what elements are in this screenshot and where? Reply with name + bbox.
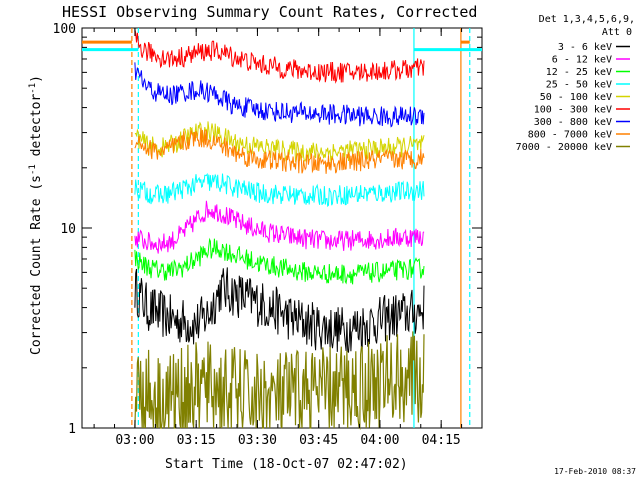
x-tick-label-1: 03:15 bbox=[177, 433, 216, 448]
y-tick-label-2: 100 bbox=[53, 22, 76, 37]
y-axis-label-sup1: -1 bbox=[28, 164, 38, 175]
footer-timestamp: 17-Feb-2010 08:37 bbox=[554, 467, 636, 476]
x-tick-label-4: 04:00 bbox=[360, 433, 399, 448]
y-tick-label-1: 10 bbox=[60, 222, 76, 237]
series-line-6 bbox=[134, 62, 425, 128]
series-line-0 bbox=[134, 267, 425, 353]
legend-header-1: Det 1,3,4,5,6,9, bbox=[539, 14, 635, 25]
series-line-5 bbox=[134, 29, 425, 84]
time-markers bbox=[131, 28, 471, 428]
legend-label-4: 50 - 100 keV bbox=[540, 92, 612, 103]
y-tick-label-0: 1 bbox=[68, 422, 76, 437]
legend-label-6: 300 - 800 keV bbox=[534, 117, 612, 128]
y-axis-label-mid: detector bbox=[29, 94, 44, 165]
legend: Det 1,3,4,5,6,9, Att 0 3 - 6 keV 6 - 12 k… bbox=[516, 14, 635, 153]
legend-label-8: 7000 - 20000 keV bbox=[516, 142, 612, 153]
x-tick-label-3: 03:45 bbox=[299, 433, 338, 448]
attenuator-segments bbox=[82, 40, 482, 52]
y-axis-label: Corrected Count Rate (s-1 detector-1) bbox=[28, 75, 44, 355]
y-axis-label-end: ) bbox=[29, 75, 44, 83]
x-tick-label-2: 03:30 bbox=[238, 433, 277, 448]
x-axis-label: Start Time (18-Oct-07 02:47:02) bbox=[165, 457, 408, 472]
chart-title: HESSI Observing Summary Count Rates, Cor… bbox=[62, 3, 477, 21]
x-tick-label-5: 04:15 bbox=[422, 433, 461, 448]
legend-label-0: 3 - 6 keV bbox=[558, 42, 612, 53]
series-layer bbox=[134, 29, 425, 430]
legend-label-1: 6 - 12 keV bbox=[552, 55, 612, 66]
series-line-1 bbox=[134, 200, 425, 254]
x-axis: 03:00 03:15 03:30 03:45 04:00 04:15 bbox=[93, 28, 483, 448]
series-line-3 bbox=[134, 172, 425, 208]
series-line-2 bbox=[134, 237, 425, 285]
legend-label-7: 800 - 7000 keV bbox=[528, 130, 612, 141]
legend-header-2: Att 0 bbox=[602, 27, 632, 38]
legend-label-2: 12 - 25 keV bbox=[546, 67, 612, 78]
series-line-8 bbox=[134, 331, 425, 430]
legend-label-5: 100 - 300 keV bbox=[534, 105, 612, 116]
y-axis: 1 10 100 bbox=[53, 22, 482, 437]
y-axis-label-sup2: -1 bbox=[28, 83, 38, 94]
y-axis-label-main: Corrected Count Rate (s bbox=[29, 175, 44, 355]
legend-label-3: 25 - 50 keV bbox=[546, 80, 612, 91]
x-tick-label-0: 03:00 bbox=[115, 433, 154, 448]
series-line-7 bbox=[134, 127, 425, 174]
